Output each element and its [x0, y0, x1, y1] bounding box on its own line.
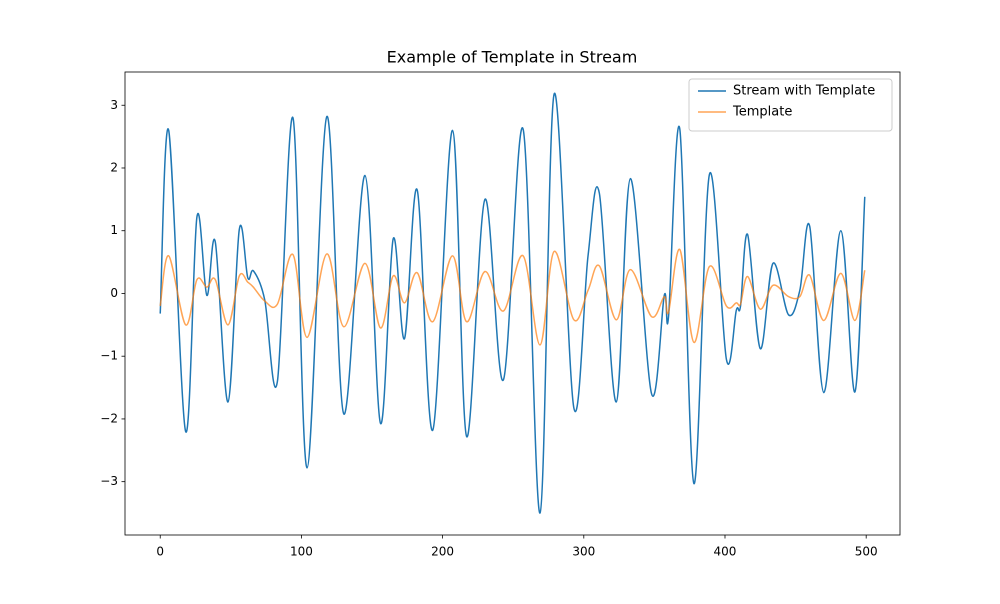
x-tick-label: 0	[156, 545, 164, 559]
legend-label: Template	[732, 105, 792, 120]
x-tick-label: 500	[855, 545, 878, 559]
plot-frame	[124, 71, 901, 536]
y-tick-label: 2	[110, 160, 118, 174]
y-tick-label: −1	[100, 349, 118, 363]
x-tick-label: 200	[431, 545, 454, 559]
y-tick-label: −2	[100, 411, 118, 425]
x-tick-label: 300	[572, 545, 595, 559]
y-tick-label: 3	[110, 98, 118, 112]
legend-box	[688, 78, 893, 132]
series-line	[159, 93, 866, 514]
y-tick-label: 1	[110, 223, 118, 237]
x-tick-label: 400	[714, 545, 737, 559]
y-tick-label: 0	[110, 286, 118, 300]
x-tick-label: 100	[290, 545, 313, 559]
series-line	[159, 248, 866, 346]
chart-title: Example of Template in Stream	[387, 48, 638, 67]
legend-label: Stream with Template	[733, 84, 875, 99]
y-tick-label: −3	[100, 474, 118, 488]
